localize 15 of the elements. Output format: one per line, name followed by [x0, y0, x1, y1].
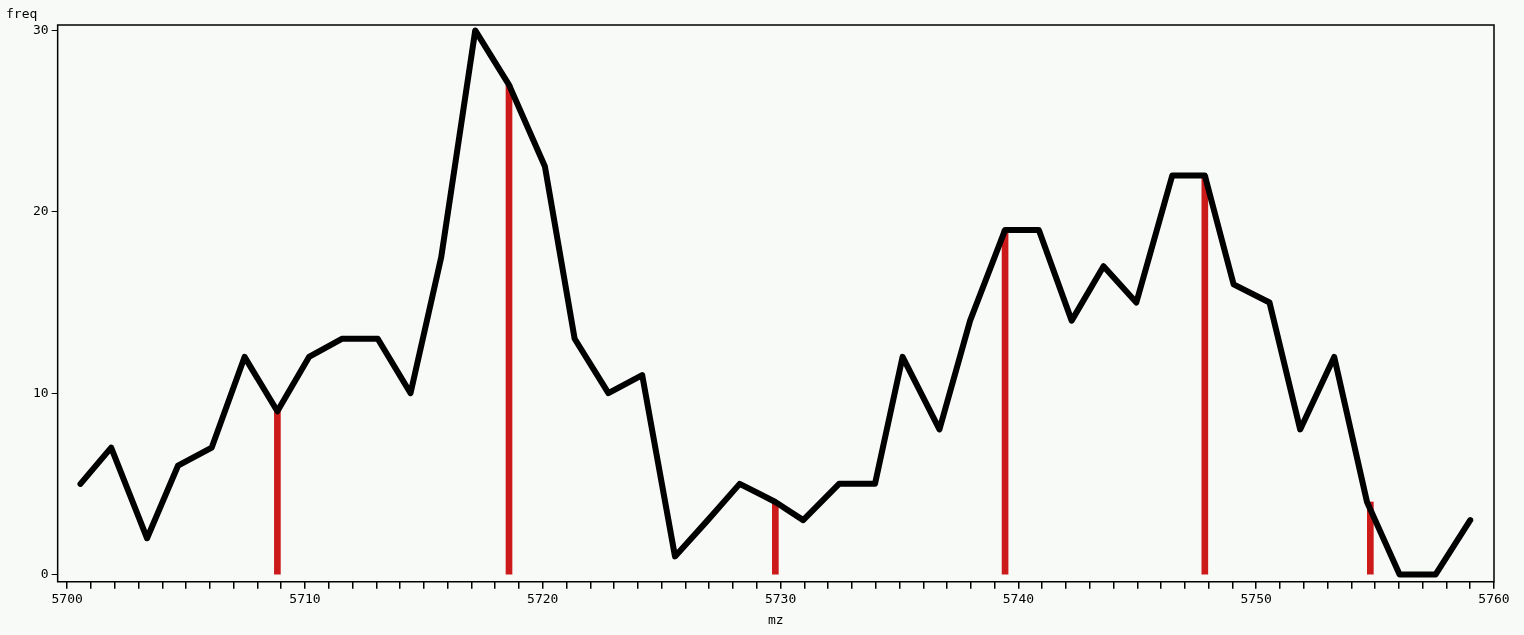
x-tick-label: 5760: [1478, 590, 1510, 606]
x-tick-label: 5730: [764, 590, 797, 606]
x-tick-label: 5740: [1002, 590, 1035, 606]
x-tick-label: 5720: [527, 590, 559, 606]
y-tick-label: 30: [33, 21, 49, 37]
x-tick-label: 5710: [289, 590, 321, 606]
y-tick-label: 0: [40, 565, 49, 581]
bar: [274, 410, 281, 575]
y-axis-title: freq: [6, 5, 38, 21]
x-tick-label: 5750: [1240, 590, 1272, 606]
x-tick-label: 5700: [51, 590, 83, 606]
y-tick-label: 20: [33, 203, 49, 219]
y-tick-label: 10: [33, 384, 49, 400]
bar: [772, 501, 779, 575]
x-axis-title: mz: [768, 611, 784, 627]
